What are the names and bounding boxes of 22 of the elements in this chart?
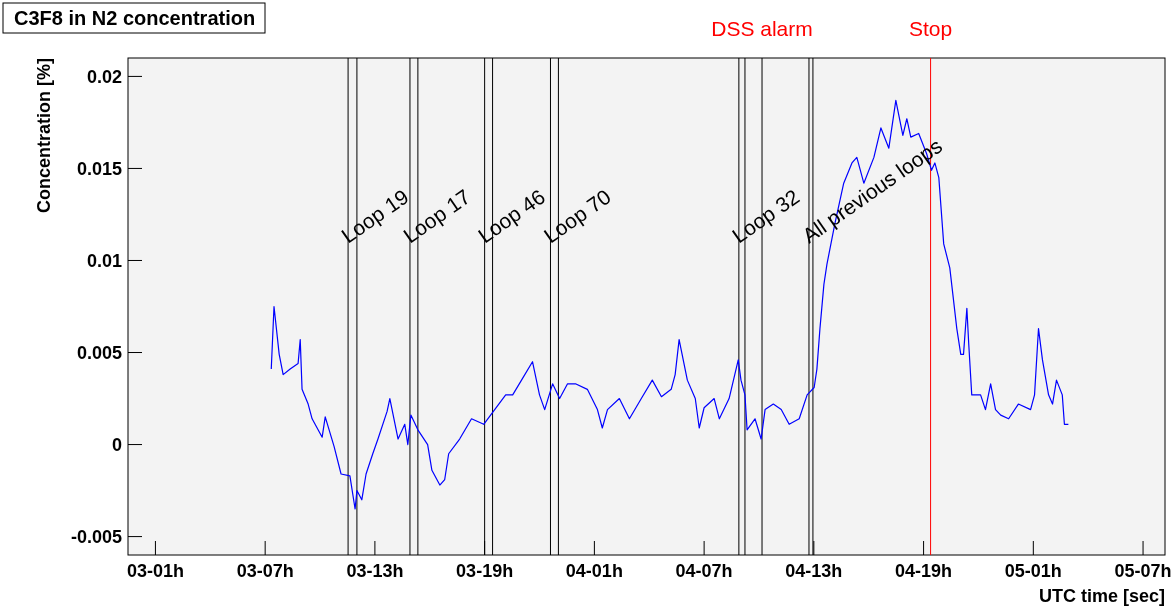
- y-tick-label: 0.01: [86, 250, 122, 271]
- x-tick-label: 04-13h: [785, 561, 843, 581]
- ref-line-label: Stop: [908, 17, 953, 40]
- x-tick-label: 05-01h: [1004, 561, 1062, 581]
- y-tick-label: 0: [111, 434, 122, 455]
- y-tick-label: 0.015: [76, 158, 122, 179]
- x-tick-label: 03-19h: [456, 561, 514, 581]
- x-tick-label: 04-07h: [675, 561, 733, 581]
- x-axis-title: UTC time [sec]: [1038, 586, 1165, 606]
- x-tick-label: 04-19h: [895, 561, 953, 581]
- y-axis-title: Concentration [%]: [34, 58, 54, 213]
- y-tick-label: 0.005: [76, 342, 122, 363]
- y-tick-label: 0.02: [86, 66, 122, 87]
- annotation: Loop 32: [727, 184, 804, 248]
- x-tick-label: 04-01h: [565, 561, 623, 581]
- x-tick-label: 03-13h: [346, 561, 404, 581]
- x-tick-label: 03-01h: [126, 561, 184, 581]
- x-tick-label: 03-07h: [236, 561, 294, 581]
- chart-title: C3F8 in N2 concentration: [14, 7, 256, 29]
- y-tick-label: -0.005: [70, 526, 122, 547]
- ref-line-label: DSS alarm: [711, 17, 813, 40]
- x-tick-label: 05-07h: [1114, 561, 1172, 581]
